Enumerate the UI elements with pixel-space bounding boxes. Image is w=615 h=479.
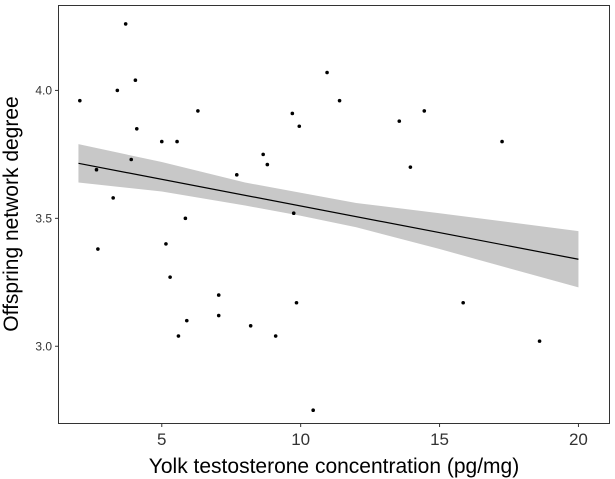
data-point: [290, 111, 295, 116]
data-point: [273, 334, 278, 338]
data-point: [175, 139, 179, 144]
data-point: [168, 275, 172, 279]
data-point: [461, 300, 465, 305]
data-point: [397, 119, 402, 123]
data-point: [311, 408, 315, 413]
x-tick-label: 15: [430, 430, 449, 449]
panel-border: [58, 5, 610, 424]
regression-line: [78, 162, 579, 260]
data-point: [337, 98, 342, 103]
y-tick-label: 4.0: [35, 83, 52, 97]
x-tick-label: 5: [157, 430, 166, 449]
data-point: [159, 139, 164, 144]
data-point: [78, 98, 82, 103]
data-point: [297, 124, 302, 129]
data-point: [291, 211, 296, 216]
x-tick-label: 20: [569, 430, 588, 449]
data-point: [537, 339, 542, 343]
data-point: [196, 109, 200, 113]
data-point: [216, 313, 221, 318]
data-point: [123, 22, 128, 26]
data-point: [234, 173, 239, 177]
data-point: [129, 157, 134, 162]
data-point: [248, 323, 253, 328]
data-point: [408, 165, 413, 169]
data-point: [96, 247, 100, 251]
data-point: [422, 109, 427, 113]
data-point: [294, 300, 299, 305]
y-axis-title: Offspring network degree: [0, 96, 23, 331]
y-tick-label: 3.5: [35, 211, 52, 225]
data-point: [325, 70, 329, 75]
data-point: [134, 127, 139, 131]
x-tick-label: 10: [291, 430, 310, 449]
confidence-band: [78, 144, 579, 288]
data-point: [184, 318, 189, 323]
data-point: [176, 334, 181, 338]
data-point: [111, 196, 115, 200]
data-point: [261, 152, 265, 157]
data-point: [94, 167, 99, 172]
data-point: [500, 139, 504, 144]
data-point: [133, 78, 138, 82]
x-axis-title: Yolk testosterone concentration (pg/mg): [149, 455, 519, 478]
data-point: [216, 293, 221, 297]
data-point: [183, 216, 188, 221]
data-point: [164, 242, 168, 246]
data-point: [265, 162, 270, 167]
y-tick-label: 3.0: [35, 339, 52, 353]
data-point: [115, 88, 120, 93]
